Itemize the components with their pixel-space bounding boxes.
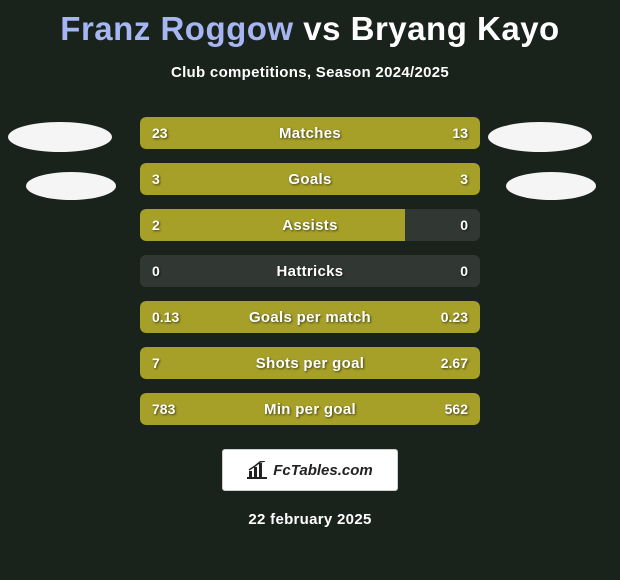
stat-label: Matches [140, 117, 480, 149]
team-logo-ellipse [488, 122, 592, 152]
stat-label: Min per goal [140, 393, 480, 425]
stat-row: 20Assists [140, 209, 480, 241]
team-logo-ellipse [506, 172, 596, 200]
stat-row: 00Hattricks [140, 255, 480, 287]
stat-label: Goals [140, 163, 480, 195]
stat-label: Assists [140, 209, 480, 241]
team-logo-ellipse [8, 122, 112, 152]
team-logo-ellipse [26, 172, 116, 200]
stat-row: 2313Matches [140, 117, 480, 149]
player1-name: Franz Roggow [60, 10, 293, 47]
stat-row: 33Goals [140, 163, 480, 195]
stat-label: Hattricks [140, 255, 480, 287]
comparison-title: Franz Roggow vs Bryang Kayo [0, 0, 620, 48]
stat-row: 783562Min per goal [140, 393, 480, 425]
footer-brand: FcTables.com [273, 462, 372, 479]
player2-name: Bryang Kayo [351, 10, 560, 47]
stat-label: Goals per match [140, 301, 480, 333]
vs-text: vs [303, 10, 341, 47]
stat-label: Shots per goal [140, 347, 480, 379]
stat-row: 0.130.23Goals per match [140, 301, 480, 333]
subtitle: Club competitions, Season 2024/2025 [0, 64, 620, 81]
footer-badge: FcTables.com [222, 449, 398, 491]
stat-row: 72.67Shots per goal [140, 347, 480, 379]
chart-icon [247, 461, 267, 479]
date-text: 22 february 2025 [0, 511, 620, 528]
stats-container: 2313Matches 33Goals 20Assists 00Hattricks 0.… [0, 117, 620, 425]
